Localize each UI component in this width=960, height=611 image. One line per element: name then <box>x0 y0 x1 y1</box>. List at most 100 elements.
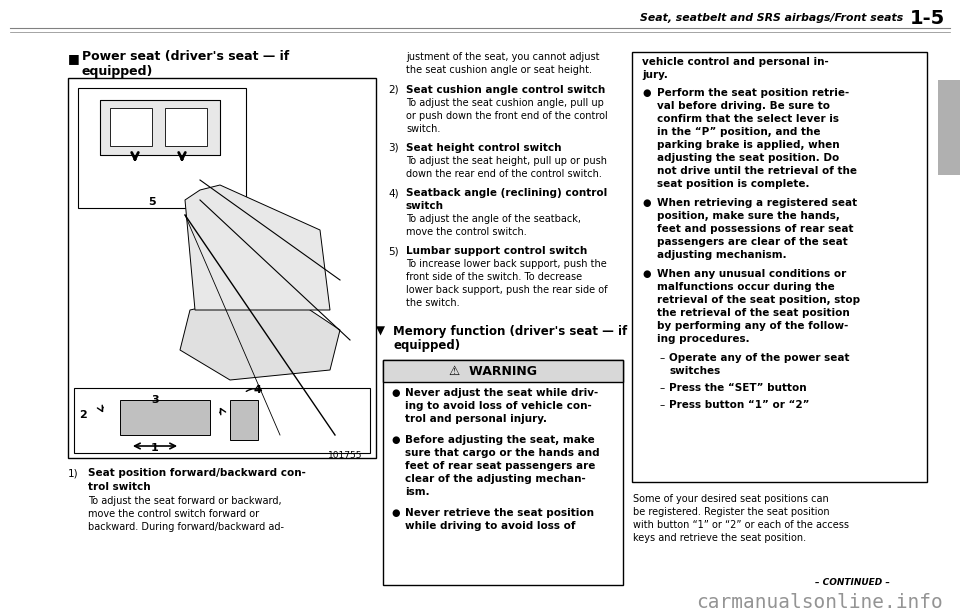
Polygon shape <box>185 185 330 310</box>
Text: keys and retrieve the seat position.: keys and retrieve the seat position. <box>633 533 806 543</box>
Text: passengers are clear of the seat: passengers are clear of the seat <box>657 237 848 247</box>
Text: the switch.: the switch. <box>406 298 460 308</box>
Text: When any unusual conditions or: When any unusual conditions or <box>657 269 847 279</box>
Text: in the “P” position, and the: in the “P” position, and the <box>657 127 821 137</box>
Text: Memory function (driver's seat — if: Memory function (driver's seat — if <box>393 325 627 338</box>
Text: Seat cushion angle control switch: Seat cushion angle control switch <box>406 85 605 95</box>
Text: seat position is complete.: seat position is complete. <box>657 179 809 189</box>
Text: feet of rear seat passengers are: feet of rear seat passengers are <box>405 461 595 471</box>
Text: Seat, seatbelt and SRS airbags/Front seats: Seat, seatbelt and SRS airbags/Front sea… <box>640 13 903 23</box>
Text: ●: ● <box>391 388 399 398</box>
Text: switch: switch <box>406 201 444 211</box>
Text: malfunctions occur during the: malfunctions occur during the <box>657 282 835 292</box>
Text: ●: ● <box>642 88 651 98</box>
Text: ⚠  WARNING: ⚠ WARNING <box>449 365 537 378</box>
Text: clear of the adjusting mechan-: clear of the adjusting mechan- <box>405 474 586 484</box>
Text: Seat position forward/backward con-: Seat position forward/backward con- <box>88 468 306 478</box>
Text: ●: ● <box>391 435 399 445</box>
Text: 2: 2 <box>79 410 86 420</box>
Text: Seatback angle (reclining) control: Seatback angle (reclining) control <box>406 188 608 198</box>
Text: Never retrieve the seat position: Never retrieve the seat position <box>405 508 594 518</box>
Text: Before adjusting the seat, make: Before adjusting the seat, make <box>405 435 595 445</box>
Text: retrieval of the seat position, stop: retrieval of the seat position, stop <box>657 295 860 305</box>
Bar <box>120 400 210 435</box>
Text: position, make sure the hands,: position, make sure the hands, <box>657 211 840 221</box>
Text: Seat height control switch: Seat height control switch <box>406 143 562 153</box>
Bar <box>230 400 258 440</box>
Text: trol and personal injury.: trol and personal injury. <box>405 414 547 424</box>
Text: 4: 4 <box>253 385 261 395</box>
Text: or push down the front end of the control: or push down the front end of the contro… <box>406 111 608 121</box>
Text: lower back support, push the rear side of: lower back support, push the rear side o… <box>406 285 608 295</box>
Text: Press button “1” or “2”: Press button “1” or “2” <box>669 400 809 410</box>
Text: switches: switches <box>669 366 720 376</box>
Text: sure that cargo or the hands and: sure that cargo or the hands and <box>405 448 600 458</box>
Text: 2): 2) <box>388 85 398 95</box>
Text: ing procedures.: ing procedures. <box>657 334 750 344</box>
Bar <box>383 360 623 382</box>
Text: Operate any of the power seat: Operate any of the power seat <box>669 353 850 363</box>
Text: justment of the seat, you cannot adjust: justment of the seat, you cannot adjust <box>406 52 599 62</box>
Bar <box>110 108 152 146</box>
Bar <box>74 388 370 453</box>
Text: –: – <box>659 383 664 393</box>
Text: trol switch: trol switch <box>88 482 151 492</box>
Text: ●: ● <box>642 198 651 208</box>
Bar <box>68 78 376 458</box>
Text: ing to avoid loss of vehicle con-: ing to avoid loss of vehicle con- <box>405 401 591 411</box>
Text: 101755: 101755 <box>327 450 362 459</box>
Text: front side of the switch. To decrease: front side of the switch. To decrease <box>406 272 582 282</box>
Text: 5: 5 <box>148 197 156 207</box>
Bar <box>632 52 927 482</box>
Text: with button “1” or “2” or each of the access: with button “1” or “2” or each of the ac… <box>633 520 849 530</box>
Text: the seat cushion angle or seat height.: the seat cushion angle or seat height. <box>406 65 592 75</box>
Text: To adjust the seat cushion angle, pull up: To adjust the seat cushion angle, pull u… <box>406 98 604 108</box>
Text: the retrieval of the seat position: the retrieval of the seat position <box>657 308 850 318</box>
Text: parking brake is applied, when: parking brake is applied, when <box>657 140 840 150</box>
Text: To adjust the seat height, pull up or push: To adjust the seat height, pull up or pu… <box>406 156 607 166</box>
Text: 3): 3) <box>388 143 398 153</box>
Text: while driving to avoid loss of: while driving to avoid loss of <box>405 521 575 531</box>
Text: – CONTINUED –: – CONTINUED – <box>815 578 890 587</box>
Text: 4): 4) <box>388 188 398 198</box>
Text: equipped): equipped) <box>393 339 460 352</box>
Text: –: – <box>659 400 664 410</box>
Text: ■: ■ <box>68 52 80 65</box>
Text: move the control switch.: move the control switch. <box>406 227 527 237</box>
Text: carmanualsonline.info: carmanualsonline.info <box>697 593 944 611</box>
Text: Press the “SET” button: Press the “SET” button <box>669 383 806 393</box>
Bar <box>78 88 246 208</box>
Text: be registered. Register the seat position: be registered. Register the seat positio… <box>633 507 829 517</box>
Text: 5): 5) <box>388 246 398 256</box>
Text: –: – <box>659 353 664 363</box>
Text: switch.: switch. <box>406 124 441 134</box>
Text: ism.: ism. <box>405 487 430 497</box>
Bar <box>165 108 207 146</box>
Text: ●: ● <box>642 269 651 279</box>
Text: To increase lower back support, push the: To increase lower back support, push the <box>406 259 607 269</box>
Text: To adjust the angle of the seatback,: To adjust the angle of the seatback, <box>406 214 581 224</box>
Text: Some of your desired seat positions can: Some of your desired seat positions can <box>633 494 828 504</box>
Text: Power seat (driver's seat — if: Power seat (driver's seat — if <box>82 50 289 63</box>
Text: Perform the seat position retrie-: Perform the seat position retrie- <box>657 88 850 98</box>
Text: feet and possessions of rear seat: feet and possessions of rear seat <box>657 224 853 234</box>
Text: When retrieving a registered seat: When retrieving a registered seat <box>657 198 857 208</box>
Text: adjusting the seat position. Do: adjusting the seat position. Do <box>657 153 839 163</box>
Bar <box>938 80 960 175</box>
Text: vehicle control and personal in-: vehicle control and personal in- <box>642 57 828 67</box>
Text: jury.: jury. <box>642 70 668 80</box>
Text: To adjust the seat forward or backward,: To adjust the seat forward or backward, <box>88 496 281 506</box>
Text: equipped): equipped) <box>82 65 154 78</box>
Text: 3: 3 <box>151 395 158 405</box>
Text: val before driving. Be sure to: val before driving. Be sure to <box>657 101 830 111</box>
Text: confirm that the select lever is: confirm that the select lever is <box>657 114 839 124</box>
Text: adjusting mechanism.: adjusting mechanism. <box>657 250 786 260</box>
Bar <box>383 360 623 585</box>
Text: 1-5: 1-5 <box>910 9 945 27</box>
Polygon shape <box>180 290 340 380</box>
Text: ▼: ▼ <box>376 325 385 338</box>
Text: ●: ● <box>391 508 399 518</box>
Text: 1): 1) <box>68 468 79 478</box>
Text: by performing any of the follow-: by performing any of the follow- <box>657 321 849 331</box>
Text: not drive until the retrieval of the: not drive until the retrieval of the <box>657 166 857 176</box>
